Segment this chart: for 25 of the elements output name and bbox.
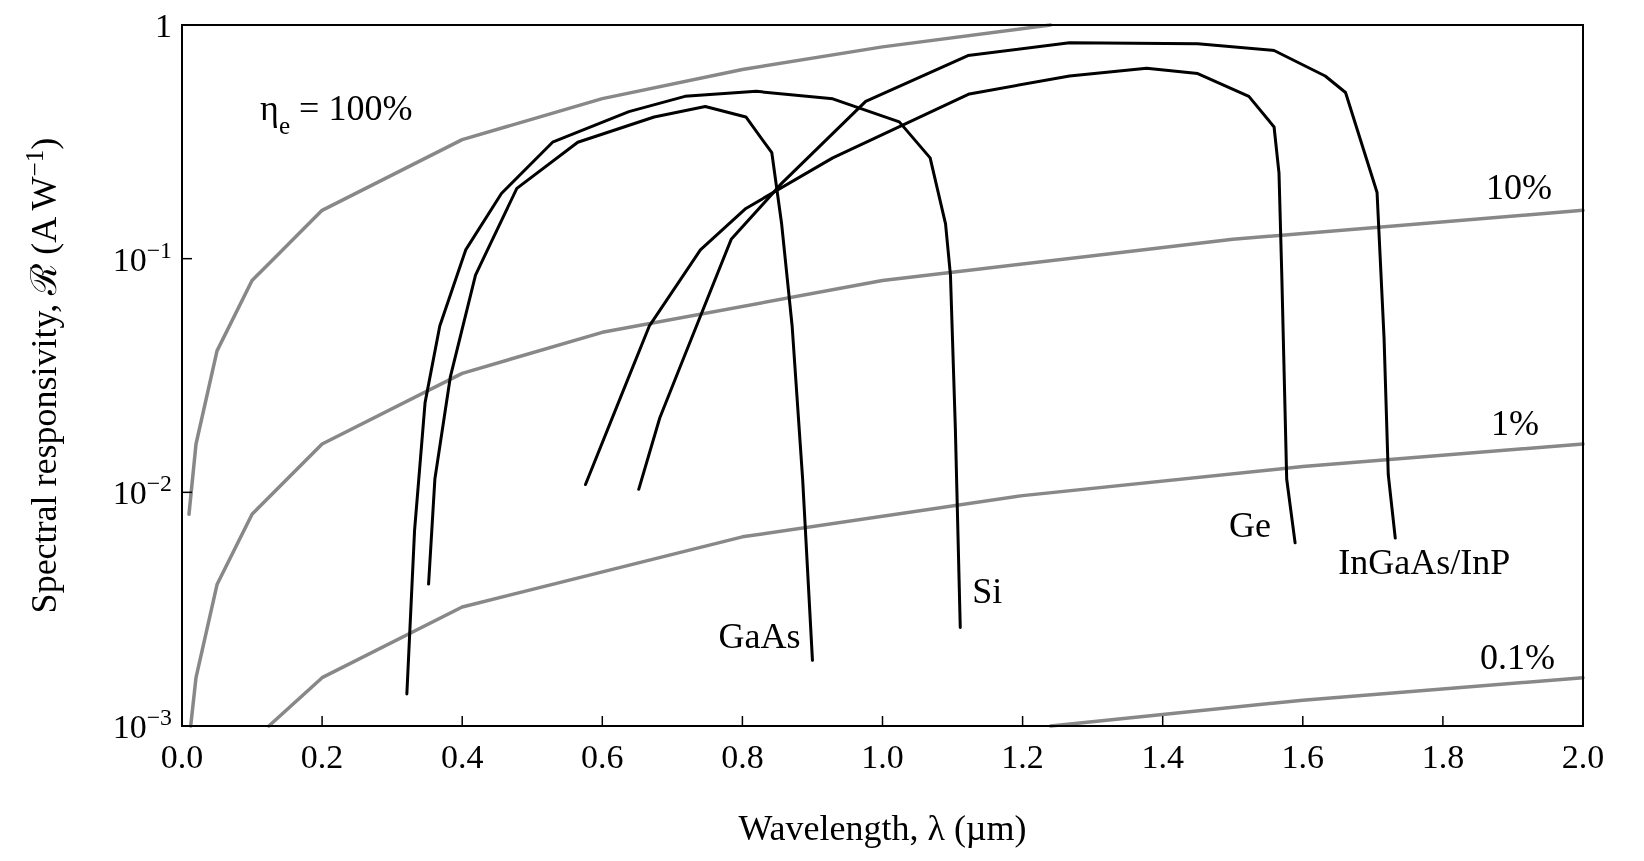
x-tick-label: 0.4 <box>440 738 484 775</box>
y-tick-label: 1 <box>155 7 172 44</box>
x-tick-label: 1.8 <box>1421 738 1465 775</box>
series-label: 1% <box>1491 403 1539 444</box>
series-label: InGaAs/InP <box>1338 542 1511 583</box>
x-axis-title: Wavelength, λ (µm) <box>738 808 1027 848</box>
series-label: 0.1% <box>1480 636 1555 677</box>
y-tick-label: 10$^{−1}$ <box>112 236 172 278</box>
series-label: Si <box>972 571 1003 612</box>
series-label: Ge <box>1229 504 1272 545</box>
x-tick-label: 0.2 <box>300 738 344 775</box>
line-series <box>187 23 1053 516</box>
x-tick-label: 1.6 <box>1281 738 1325 775</box>
x-tick-label: 1.2 <box>1001 738 1044 775</box>
series-label: 10% <box>1486 167 1552 208</box>
line-series <box>267 442 1585 728</box>
x-tick-label: 0.8 <box>721 738 764 775</box>
x-tick-label: 2.0 <box>1561 738 1605 775</box>
x-tick-label: 0.6 <box>581 738 624 775</box>
x-tick-label: 1.4 <box>1141 738 1184 775</box>
series-label: GaAs <box>718 616 801 657</box>
series-label: η$_{e}$ = 100% <box>260 88 413 139</box>
y-tick-label: 10$^{−2}$ <box>112 470 172 512</box>
x-tick-label: 1.0 <box>861 738 904 775</box>
line-series <box>188 208 1585 728</box>
